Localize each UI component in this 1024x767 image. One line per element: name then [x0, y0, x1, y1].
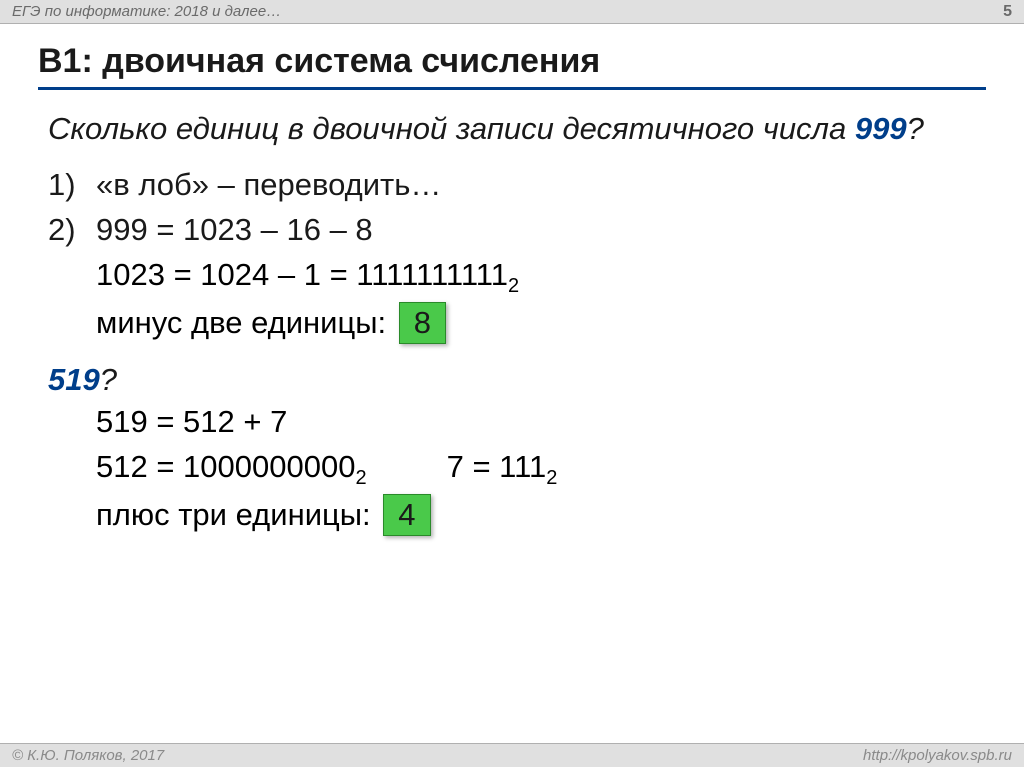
calc-line-4: 512 = 100000000027 = 1112 — [96, 445, 976, 493]
calc-519: 519 = 512 + 7 — [96, 404, 287, 439]
calc-line-1: 1023 = 1024 – 1 = 11111111112 — [96, 253, 976, 301]
calc-line-2: минус две единицы: 8 — [96, 301, 976, 346]
q2-mark: ? — [100, 362, 117, 397]
second-question: 519? — [48, 362, 976, 398]
page-number: 5 — [1003, 3, 1012, 21]
title-section: B1: двоичная система счисления — [0, 24, 1024, 100]
minus-text: минус две единицы: — [96, 305, 386, 340]
question-after: ? — [907, 111, 924, 146]
method-list: 1) «в лоб» – переводить… 2) 999 = 1023 –… — [48, 163, 976, 253]
header-title: ЕГЭ по информатике: 2018 и далее… — [12, 3, 281, 20]
calc-1023: 1023 = 1024 – 1 = 1111111111 — [96, 257, 508, 292]
question-highlight: 999 — [855, 111, 907, 146]
subscript-3: 2 — [546, 467, 557, 489]
footer-url: http://kpolyakov.spb.ru — [863, 747, 1012, 764]
list-text-1: «в лоб» – переводить… — [96, 163, 976, 208]
subscript-1: 2 — [508, 275, 519, 297]
content: Сколько единиц в двоичной записи десятич… — [0, 100, 1024, 538]
list-item-1: 1) «в лоб» – переводить… — [48, 163, 976, 208]
footer-copyright: © К.Ю. Поляков, 2017 — [12, 747, 164, 764]
plus-text: плюс три единицы: — [96, 497, 371, 532]
subscript-2: 2 — [355, 467, 366, 489]
list-num-2: 2) — [48, 208, 96, 253]
question-before: Сколько единиц в двоичной записи десятич… — [48, 111, 855, 146]
list-num-1: 1) — [48, 163, 96, 208]
q2-num: 519 — [48, 362, 100, 397]
calc-line-3: 519 = 512 + 7 — [96, 400, 976, 445]
list-text-2: 999 = 1023 – 16 – 8 — [96, 208, 976, 253]
list-item-2: 2) 999 = 1023 – 16 – 8 — [48, 208, 976, 253]
answer-box-2: 4 — [383, 494, 430, 536]
question-text: Сколько единиц в двоичной записи десятич… — [48, 110, 976, 149]
title-underline — [38, 87, 986, 90]
slide-title: B1: двоичная система счисления — [38, 42, 986, 87]
calc-line-5: плюс три единицы: 4 — [96, 493, 976, 538]
footer-bar: © К.Ю. Поляков, 2017 http://kpolyakov.sp… — [0, 743, 1024, 767]
answer-box-1: 8 — [399, 302, 446, 344]
calc-7: 7 = 111 — [447, 449, 547, 484]
calc-512-a: 512 = 1000000000 — [96, 449, 355, 484]
header-bar: ЕГЭ по информатике: 2018 и далее… 5 — [0, 0, 1024, 24]
